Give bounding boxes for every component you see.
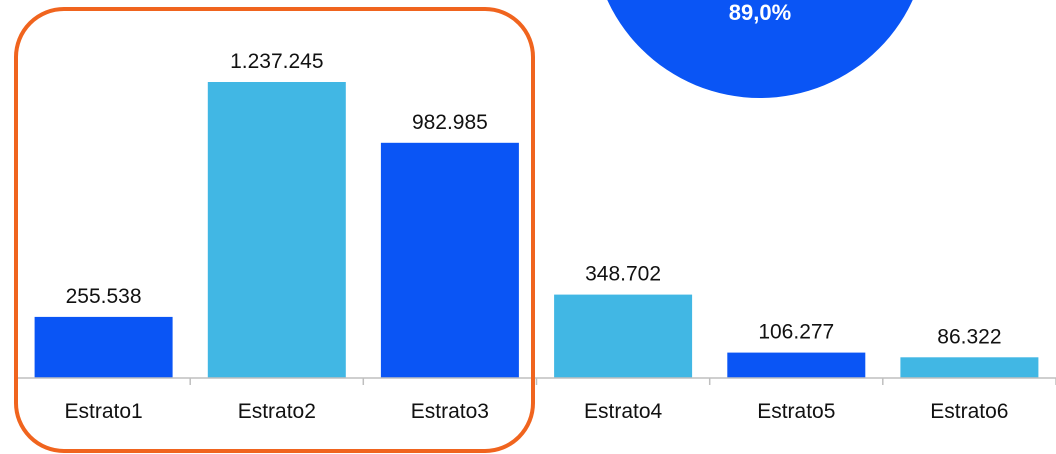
bar-estrato6: [900, 357, 1039, 378]
value-label-estrato1: 255.538: [66, 285, 142, 308]
highlight-frame: [14, 7, 535, 453]
tick-label-estrato6: Estrato6: [930, 400, 1008, 423]
value-label-estrato2: 1.237.245: [230, 50, 323, 73]
value-label-estrato6: 86.322: [937, 325, 1001, 348]
bar-estrato1: [34, 316, 173, 378]
value-label-estrato5: 106.277: [758, 321, 834, 344]
percentage-badge-circle: [607, 0, 913, 98]
bar-estrato5: [727, 352, 866, 378]
tick-label-estrato3: Estrato3: [411, 400, 489, 423]
value-label-estrato4: 348.702: [585, 263, 661, 286]
bar-estrato4: [554, 294, 693, 378]
bar-estrato2: [207, 82, 346, 378]
x-axis-tick-labels: Estrato1 Estrato2 Estrato3 Estrato4 Estrato5…: [64, 400, 1008, 423]
value-label-estrato3: 982.985: [412, 111, 488, 134]
tick-label-estrato5: Estrato5: [757, 400, 835, 423]
tick-label-estrato1: Estrato1: [64, 400, 142, 423]
percentage-badge: 89,0%: [607, 0, 913, 98]
bars-group: [34, 82, 1039, 378]
tick-label-estrato4: Estrato4: [584, 400, 663, 423]
percentage-badge-text: 89,0%: [729, 0, 791, 25]
tick-label-estrato2: Estrato2: [238, 400, 316, 423]
x-axis-ticks: [16, 378, 1056, 385]
value-labels-group: 255.538 1.237.245 982.985 348.702 106.277 86.…: [66, 50, 1002, 348]
bar-estrato3: [380, 142, 519, 378]
